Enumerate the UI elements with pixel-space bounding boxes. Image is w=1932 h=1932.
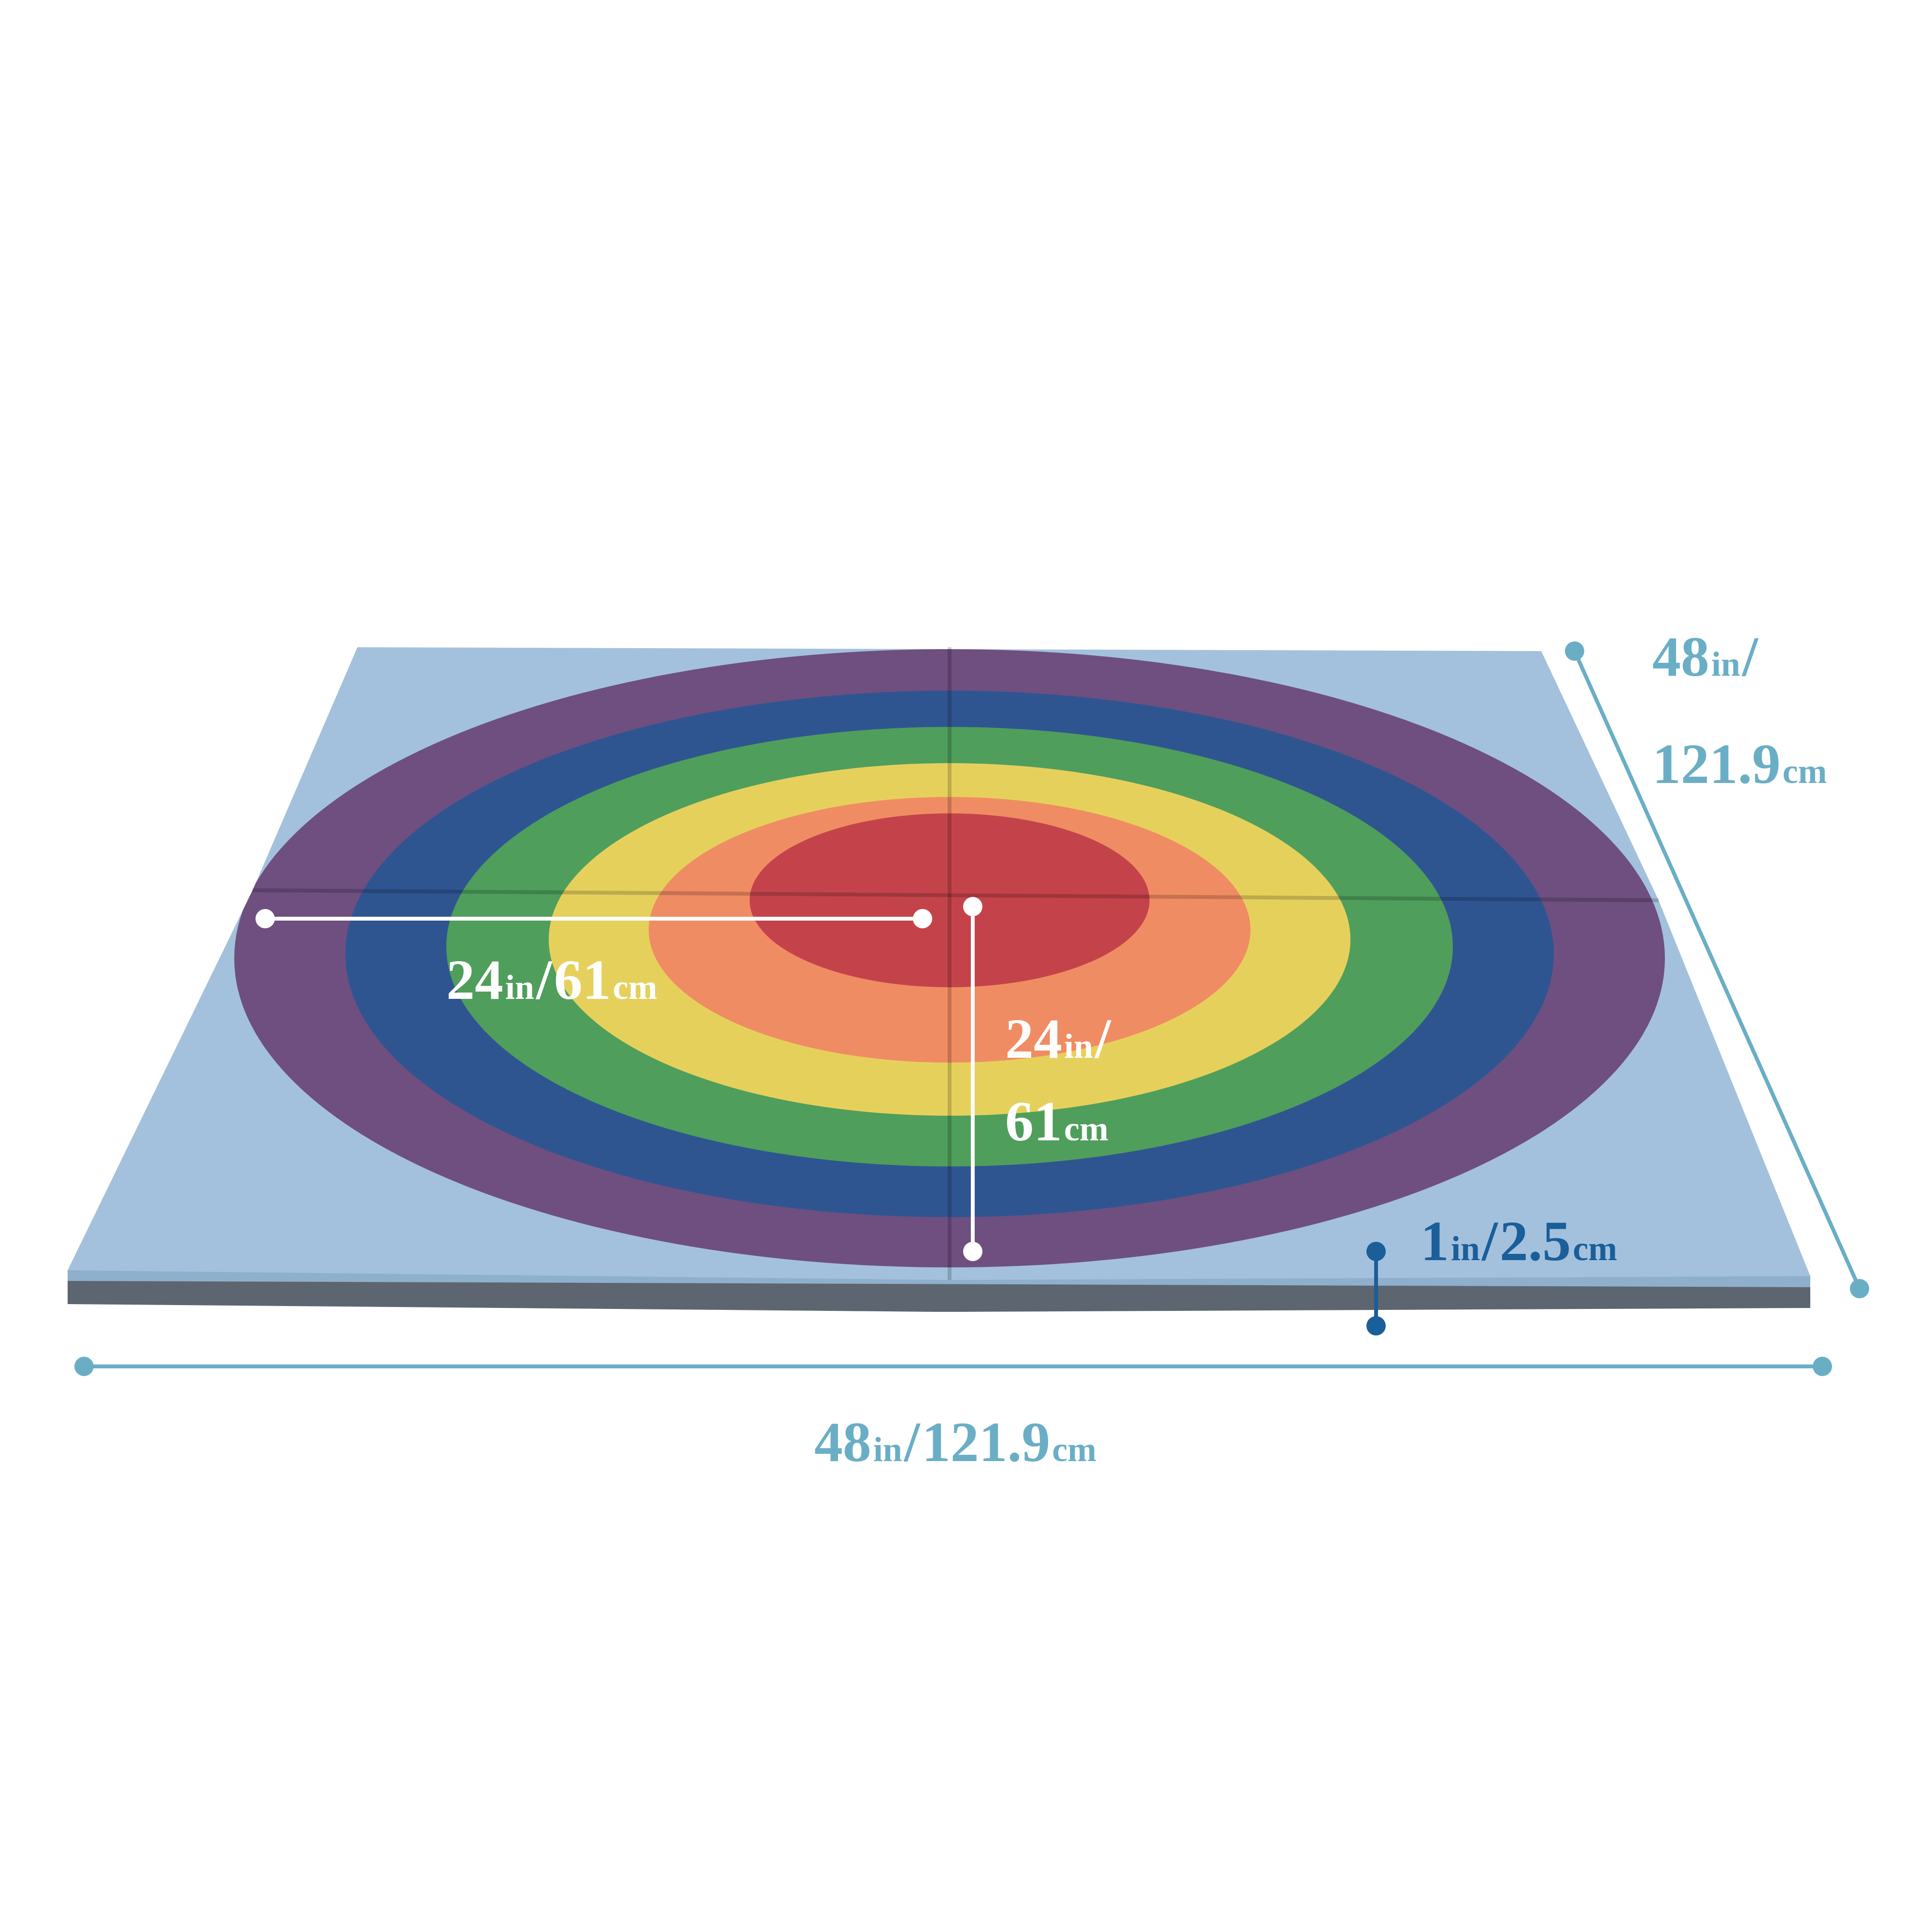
unit: cm [1783,752,1827,791]
depth-label: 48 in / 121.9 cm [1652,625,1827,796]
radius-vertical-marker [963,897,982,1261]
separator: / [535,948,553,1011]
separator: / [1741,625,1759,688]
unit: cm [613,968,657,1007]
value: 48 [1652,625,1709,688]
separator: / [903,1410,921,1474]
unit: in [1711,645,1740,683]
measure-dot [1813,1357,1832,1376]
depth-marker [1565,641,1869,1298]
value: 48 [814,1410,871,1474]
radius-horizontal-label: 24 in / 61 cm [446,948,657,1011]
unit: cm [1064,1109,1108,1148]
width-marker [74,1357,1832,1376]
measure-dot [256,909,275,928]
unit: in [1064,1027,1093,1065]
separator: / [1481,1209,1498,1273]
thickness-marker [1366,1242,1386,1335]
measure-dot [1565,641,1584,661]
unit: in [505,968,534,1007]
radius-vertical-label: 24 in / 61 cm [1005,1007,1113,1153]
value: 121.9 [1652,732,1781,796]
value: 24 [1005,1007,1062,1070]
value: 1 [1421,1209,1449,1273]
value: 121.9 [922,1410,1051,1474]
thickness-label: 1 in / 2.5 cm [1421,1209,1617,1273]
unit: in [1451,1229,1480,1268]
measure-dot [74,1357,94,1376]
value: 2.5 [1500,1209,1571,1273]
measure-dot [963,1242,982,1261]
radius-horizontal-marker [256,909,932,928]
unit: cm [1573,1229,1617,1268]
value: 61 [554,948,611,1011]
target-rings [234,649,1665,1267]
unit: in [873,1430,902,1469]
unit: cm [1052,1430,1096,1469]
measure-line [1573,650,1861,1290]
measure-dot [1366,1316,1386,1335]
width-label: 48 in / 121.9 cm [814,1410,1096,1474]
value: 24 [446,948,503,1011]
fold-line [252,888,1659,902]
measure-dot [1366,1242,1386,1261]
value: 61 [1005,1090,1062,1153]
ring-red [750,813,1150,987]
measure-dot [963,897,982,916]
separator: / [1094,1007,1111,1070]
measure-dot [1850,1279,1869,1298]
measure-dot [913,909,932,928]
